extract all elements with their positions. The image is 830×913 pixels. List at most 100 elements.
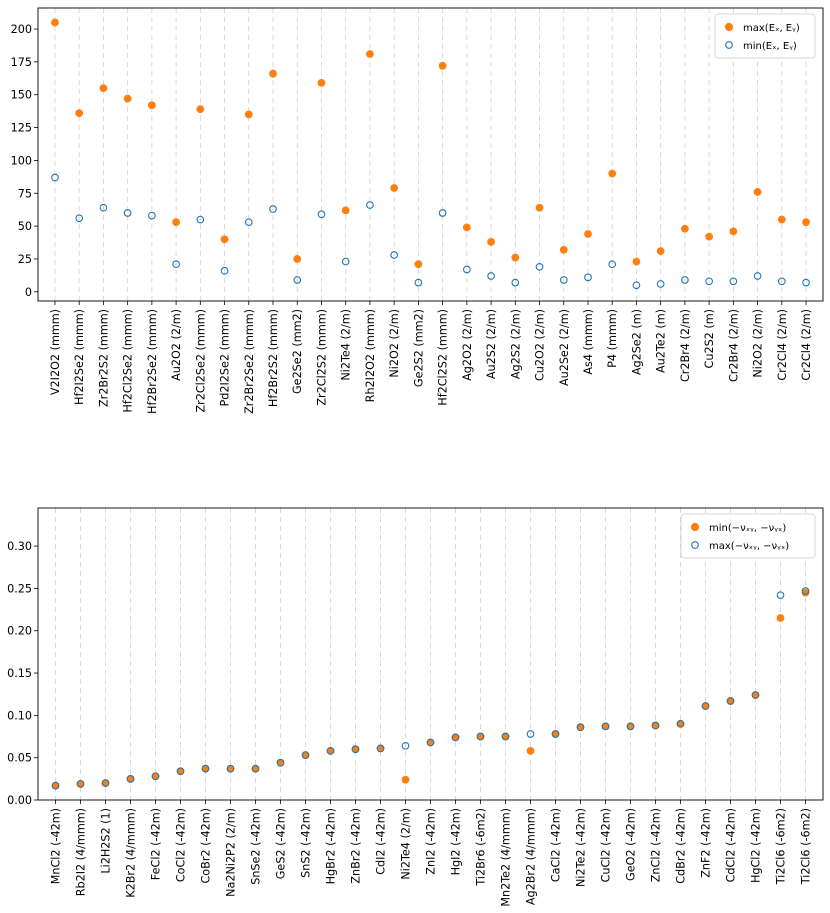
x-tick-label: Ge2Se2 (mm2) [291,309,304,394]
legend-marker [725,41,733,49]
data-point-orange [802,218,810,227]
data-point-orange [753,188,762,196]
x-tick-label: Cu2S2 (m) [703,309,716,368]
x-tick-label: Ge2S2 (mm2) [412,309,425,387]
legend-box [680,513,816,559]
data-point-blue [301,751,310,759]
data-point-blue [101,779,110,787]
legend-marker [690,522,700,532]
y-tick-label: 200 [11,23,32,36]
data-point-blue [172,260,180,269]
x-tick-label: Ni2Te4 (2/m) [340,309,353,381]
data-point-orange [776,614,785,622]
x-tick-label: ZnBr2 (-42m) [350,808,363,884]
x-tick-label: CdI2 (-42m) [375,808,388,875]
data-point-blue [176,767,185,776]
data-point-orange [123,94,132,103]
axes-frame [37,7,824,302]
x-tick-label: Li2H2S2 (1) [100,808,113,874]
x-tick-label: Hf2Cl2Se2 (mmm) [122,309,135,413]
data-point-blue [777,277,786,286]
x-tick-label: GeS2 (-42m) [275,808,288,879]
data-point-blue [76,780,85,788]
x-tick-label: HgBr2 (-42m) [325,808,338,884]
data-point-blue [559,276,568,284]
data-point-blue [801,587,810,595]
data-point-orange [729,227,738,236]
y-tick-label: 0.10 [7,709,32,722]
data-point-blue [476,732,485,741]
axes-frame [37,507,824,801]
x-tick-label: Rb2I2 (4/mmm) [75,808,88,896]
data-point-blue [276,758,285,767]
data-point-orange [317,78,326,87]
y-tick-label: 100 [11,154,32,167]
data-point-blue [366,201,374,209]
data-point-blue [341,257,350,266]
data-point-blue [226,764,235,773]
legend-label: max(−νₓᵧ, −νᵧₓ) [709,541,789,552]
x-tick-label: Hf2I2Se2 (mmm) [73,309,86,405]
x-tick-label: Zr2Cl2Se2 (mmm) [194,309,207,413]
y-tick-label: 175 [11,56,32,69]
data-point-orange [401,775,410,784]
x-tick-label: Cu2O2 (2/m) [534,309,547,381]
data-point-orange [656,247,665,255]
data-point-orange [147,101,156,110]
data-point-blue [576,723,585,732]
x-tick-label: Ti2Cl6 (-6m2) [800,808,813,885]
x-tick-label: Cr2Cl4 (2/m) [800,309,813,381]
y-tick-label: 0.00 [7,794,32,807]
data-point-blue [632,281,641,290]
data-point-blue [705,277,713,286]
x-tick-label: MnCl2 (-42m) [50,808,63,884]
x-tick-label: Hf2Cl2S2 (mmm) [437,309,450,406]
data-point-blue [438,209,447,217]
data-point-blue [681,276,689,284]
x-tick-label: Na2Ni2P2 (2/m) [225,808,238,897]
data-point-blue [751,691,760,699]
x-tick-label: As4 (mmm) [582,309,595,375]
x-tick-label: SnSe2 (-42m) [250,808,263,885]
y-tick-label: 0 [25,286,32,299]
data-point-blue [726,697,735,705]
x-tick-label: CdBr2 (-42m) [675,808,688,884]
data-point-orange [220,235,229,244]
data-point-blue [601,722,610,731]
elastic-modulus-chart: 0 25 50 75 100 125 150 175 200 V2I2O2 (mmm) Hf2I2S… [11,7,824,414]
data-point-orange [390,184,399,192]
data-point-blue [317,210,326,219]
data-point-blue [701,702,710,710]
data-point-blue [293,276,302,284]
data-point-orange [438,61,447,70]
data-point-orange [608,169,617,178]
x-tick-label: Ti2Cl6 (-6m2) [775,808,788,885]
data-point-blue [802,278,810,287]
data-point-orange [680,224,689,233]
x-tick-label: Cr2Br4 (2/m) [727,309,740,382]
x-tick-label: HgI2 (-42m) [450,808,463,875]
data-point-blue [244,218,253,227]
data-point-blue [651,721,660,730]
data-point-blue [148,211,156,220]
x-tick-label: Hf2Br2Se2 (mmm) [146,309,159,414]
data-point-blue [608,260,617,269]
data-point-blue [776,591,785,600]
data-point-blue [414,278,423,287]
data-point-blue [729,277,738,286]
x-tick-label: Ni2O2 (2/m) [752,309,765,378]
x-tick-label: Pd2I2Se2 (mmm) [219,309,232,406]
y-tick-label: 0.05 [7,752,32,765]
data-point-orange [705,232,714,241]
data-point-orange [341,206,350,215]
y-tick-label: 0.15 [7,667,32,680]
x-tick-label: Ni2O2 (2/m) [388,309,401,378]
x-tick-label: HgCl2 (-42m) [750,808,763,883]
data-point-orange [801,588,810,597]
data-point-orange [414,260,423,269]
y-tick-label: 25 [18,253,32,266]
data-point-orange [487,237,495,246]
x-tick-label: Ag2S2 (2/m) [509,309,522,379]
data-point-blue [376,744,385,753]
y-tick-label: 150 [11,89,32,102]
